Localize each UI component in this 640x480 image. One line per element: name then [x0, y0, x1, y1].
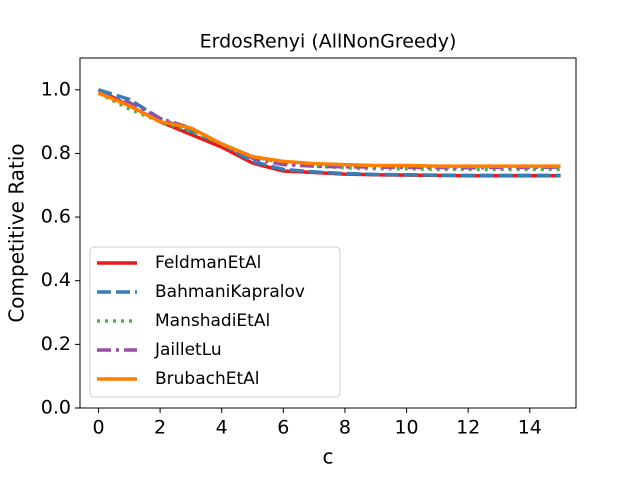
legend-box [89, 246, 341, 398]
y-tick-label: 0.4 [41, 269, 71, 291]
x-tick-label: 12 [456, 417, 480, 439]
y-axis-label: Competitive Ratio [5, 143, 29, 322]
series-line [97, 91, 561, 168]
x-tick-label: 2 [154, 417, 166, 439]
legend-label: BahmaniKapralov [155, 282, 305, 302]
x-tick-label: 10 [394, 417, 418, 439]
y-tick-label: 0.6 [41, 206, 71, 228]
legend-label: ManshadiEtAl [155, 311, 270, 331]
x-tick-label: 6 [277, 417, 289, 439]
y-tick-label: 0.8 [41, 142, 71, 164]
x-axis-label: c [323, 445, 334, 469]
x-tick-label: 0 [92, 417, 104, 439]
plot-frame [79, 57, 577, 409]
y-tick-label: 1.0 [41, 78, 71, 100]
legend-label: BrubachEtAl [155, 369, 260, 389]
x-tick-label: 4 [216, 417, 228, 439]
y-tick-label: 0.2 [41, 333, 71, 355]
x-tick-label: 14 [518, 417, 542, 439]
legend-label: FeldmanEtAl [155, 253, 261, 273]
chart-title: ErdosRenyi (AllNonGreedy) [200, 31, 457, 53]
legend-label: JailletLu [154, 340, 222, 360]
y-tick-label: 0.0 [41, 397, 71, 419]
x-tick-label: 8 [339, 417, 351, 439]
